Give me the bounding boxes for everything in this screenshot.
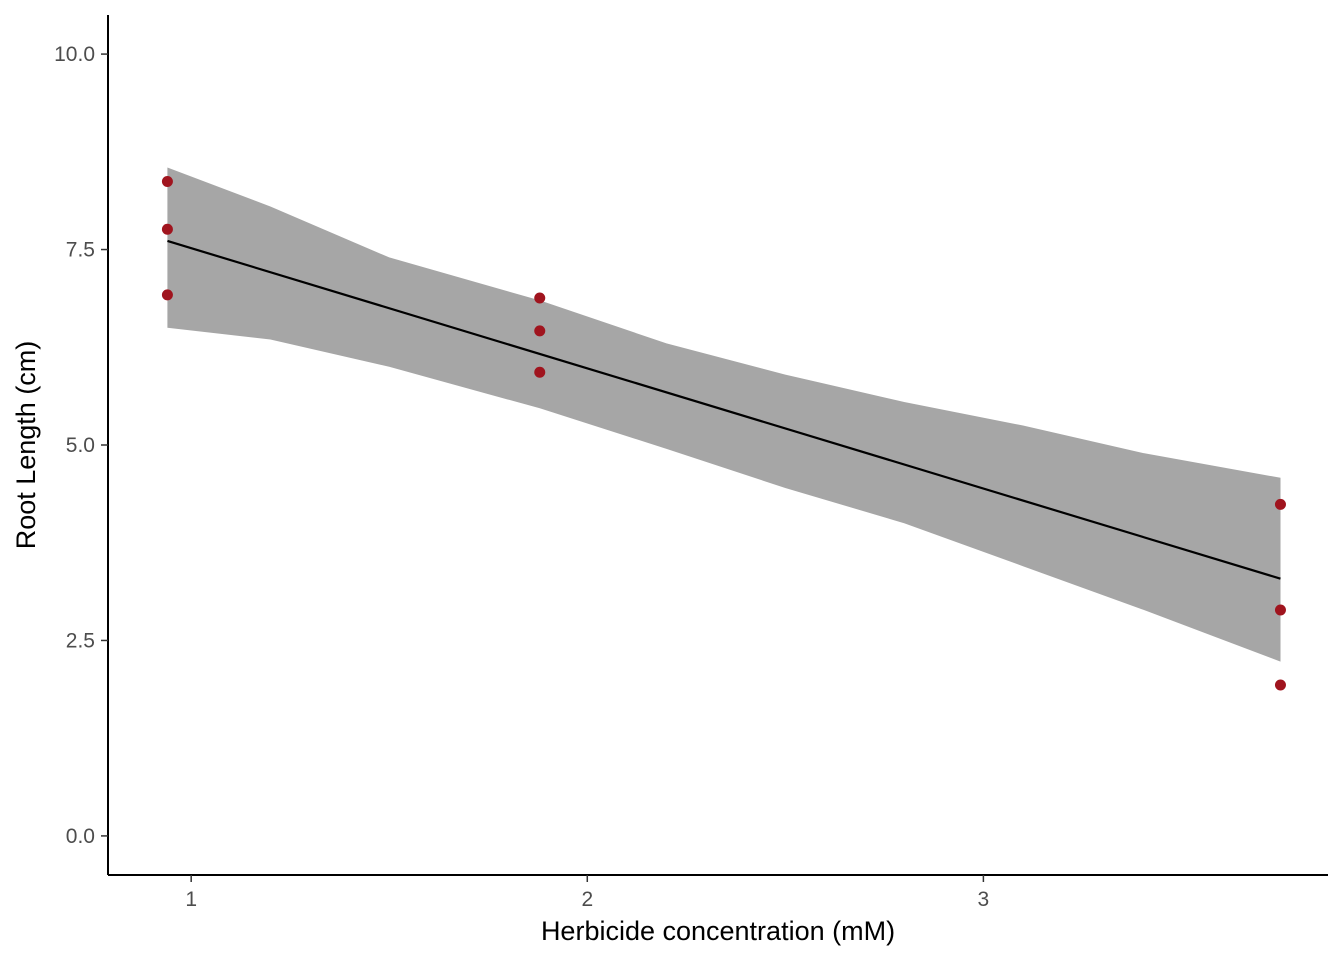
data-point: [161, 223, 173, 235]
data-point: [161, 176, 173, 188]
y-axis-ticks: 0.0 2.5 5.0 7.5 10.0: [54, 43, 108, 848]
y-tick-label: 2.5: [66, 629, 95, 652]
data-point: [534, 292, 546, 304]
data-points: [161, 176, 1286, 691]
data-point: [161, 289, 173, 301]
data-point: [1274, 498, 1286, 510]
data-point: [1274, 679, 1286, 691]
y-tick-label: 7.5: [66, 239, 95, 262]
data-point: [534, 325, 546, 337]
y-tick-label: 5.0: [66, 434, 95, 457]
x-axis-ticks: 1 2 3: [185, 875, 989, 911]
regression-line: [167, 239, 1281, 580]
y-axis-title: Root Length (cm): [11, 341, 41, 550]
data-point: [1274, 604, 1286, 616]
x-axis-title: Herbicide concentration (mM): [541, 916, 895, 946]
x-tick-label: 3: [978, 888, 990, 911]
y-tick-label: 10.0: [54, 43, 95, 66]
x-tick-label: 2: [581, 888, 593, 911]
data-point: [534, 366, 546, 378]
x-tick-label: 1: [185, 888, 197, 911]
confidence-band: [167, 167, 1281, 662]
plot-panel: [161, 167, 1286, 691]
y-tick-label: 0.0: [66, 825, 95, 848]
